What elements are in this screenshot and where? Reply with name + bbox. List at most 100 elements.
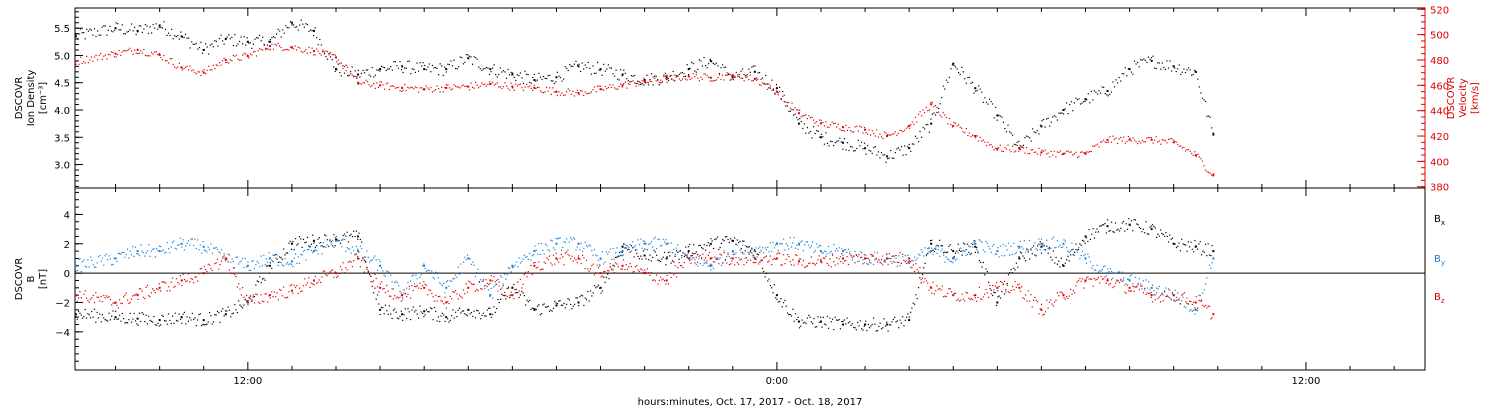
bz-scatter-dot: [1025, 294, 1027, 296]
velocity-scatter-dot: [103, 55, 105, 57]
bz-scatter-dot: [740, 258, 742, 260]
by-scatter-dot: [875, 258, 877, 260]
density-scatter-dot: [782, 90, 784, 93]
bx-scatter-dot: [790, 315, 793, 317]
bz-scatter-dot: [666, 274, 668, 277]
bx-scatter-dot: [652, 256, 654, 258]
bx-scatter-dot: [867, 323, 869, 326]
bz-scatter-dot: [954, 292, 957, 295]
velocity-scatter-dot: [896, 134, 898, 136]
density-scatter-dot: [742, 68, 744, 70]
density-scatter-dot: [712, 62, 714, 65]
bz-scatter-dot: [199, 268, 201, 270]
bz-scatter-dot: [466, 291, 469, 293]
density-scatter-dot: [686, 64, 688, 66]
velocity-scatter-dot: [1212, 173, 1214, 175]
bz-scatter-dot: [805, 265, 807, 268]
by-scatter-dot: [464, 256, 466, 258]
bx-scatter-dot: [964, 243, 966, 245]
bz-scatter-dot: [375, 277, 377, 280]
density-scatter-dot: [1067, 113, 1069, 115]
by-scatter-dot: [243, 266, 245, 269]
bx-scatter-dot: [181, 322, 183, 324]
velocity-scatter-dot: [405, 89, 407, 92]
velocity-scatter-dot: [319, 52, 321, 55]
bz-scatter-dot: [264, 293, 266, 295]
bx-scatter-dot: [604, 281, 606, 283]
density-scatter-dot: [1018, 140, 1020, 142]
bz-scatter-dot: [1206, 307, 1208, 309]
density-scatter-dot: [667, 79, 670, 82]
by-scatter-dot: [727, 253, 729, 256]
bz-scatter-dot: [1019, 290, 1021, 292]
bx-scatter-dot: [120, 320, 122, 322]
bx-scatter-dot: [761, 267, 764, 269]
by-scatter-dot: [554, 249, 556, 251]
bz-scatter-dot: [932, 281, 934, 283]
bz-scatter-dot: [924, 278, 926, 280]
bx-scatter-dot: [994, 292, 996, 294]
density-scatter-dot: [831, 141, 833, 143]
density-scatter-dot: [976, 89, 978, 92]
bz-scatter-dot: [641, 269, 643, 271]
velocity-scatter-dot: [479, 85, 481, 87]
bz-scatter-dot: [896, 261, 898, 263]
velocity-scatter-dot: [751, 80, 753, 82]
bx-scatter-dot: [383, 313, 385, 315]
by-scatter-dot: [214, 247, 216, 249]
velocity-scatter-dot: [910, 124, 912, 126]
bx-scatter-dot: [226, 310, 228, 312]
density-scatter-dot: [1180, 73, 1182, 76]
density-scatter-dot: [425, 69, 427, 71]
bx-scatter-dot: [242, 307, 244, 309]
by-scatter-dot: [605, 251, 607, 253]
bz-scatter-dot: [1152, 301, 1154, 303]
bz-scatter-dot: [646, 268, 648, 270]
bx-scatter-dot: [972, 243, 974, 245]
density-point: [753, 70, 756, 73]
velocity-point: [797, 112, 800, 115]
velocity-scatter-dot: [581, 90, 583, 92]
bx-scatter-dot: [1173, 243, 1175, 245]
bz-scatter-dot: [178, 283, 180, 285]
bx-scatter-dot: [170, 322, 172, 325]
density-scatter-dot: [1076, 99, 1079, 101]
by-scatter-dot: [892, 260, 894, 263]
bz-scatter-dot: [423, 281, 425, 283]
bx-scatter-dot: [567, 298, 569, 300]
bx-scatter-dot: [814, 326, 816, 328]
velocity-scatter-dot: [467, 86, 469, 88]
velocity-scatter-dot: [589, 92, 591, 94]
bz-scatter-dot: [499, 288, 502, 291]
density-scatter-dot: [581, 62, 583, 64]
velocity-scatter-dot: [596, 85, 599, 87]
bx-scatter-dot: [359, 238, 361, 241]
velocity-scatter-dot: [1049, 156, 1051, 158]
by-scatter-dot: [361, 248, 363, 250]
bx-scatter-dot: [511, 286, 514, 288]
density-scatter-dot: [121, 24, 123, 26]
bz-scatter-dot: [771, 264, 773, 266]
velocity-point: [268, 45, 271, 48]
by-scatter-dot: [244, 258, 246, 260]
bx-scatter-dot: [857, 321, 859, 324]
bx-scatter-dot: [361, 241, 363, 243]
bx-scatter-dot: [320, 241, 322, 244]
bx-scatter-dot: [470, 311, 473, 314]
bx-scatter-dot: [644, 248, 646, 250]
velocity-scatter-dot: [916, 121, 918, 123]
bz-scatter-dot: [902, 253, 904, 255]
by-scatter-dot: [1178, 297, 1180, 299]
bx-scatter-dot: [452, 309, 454, 311]
bx-scatter-dot: [481, 314, 483, 316]
bx-scatter-dot: [724, 236, 727, 238]
bx-scatter-dot: [165, 320, 167, 322]
by-scatter-dot: [1096, 264, 1098, 266]
legend-sub: y: [1441, 259, 1445, 267]
density-scatter-dot: [1109, 93, 1111, 95]
bz-scatter-dot: [398, 297, 400, 299]
bx-scatter-dot: [81, 317, 84, 319]
bx-scatter-dot: [588, 300, 590, 302]
by-scatter-dot: [810, 245, 812, 247]
by-scatter-dot: [913, 256, 916, 258]
